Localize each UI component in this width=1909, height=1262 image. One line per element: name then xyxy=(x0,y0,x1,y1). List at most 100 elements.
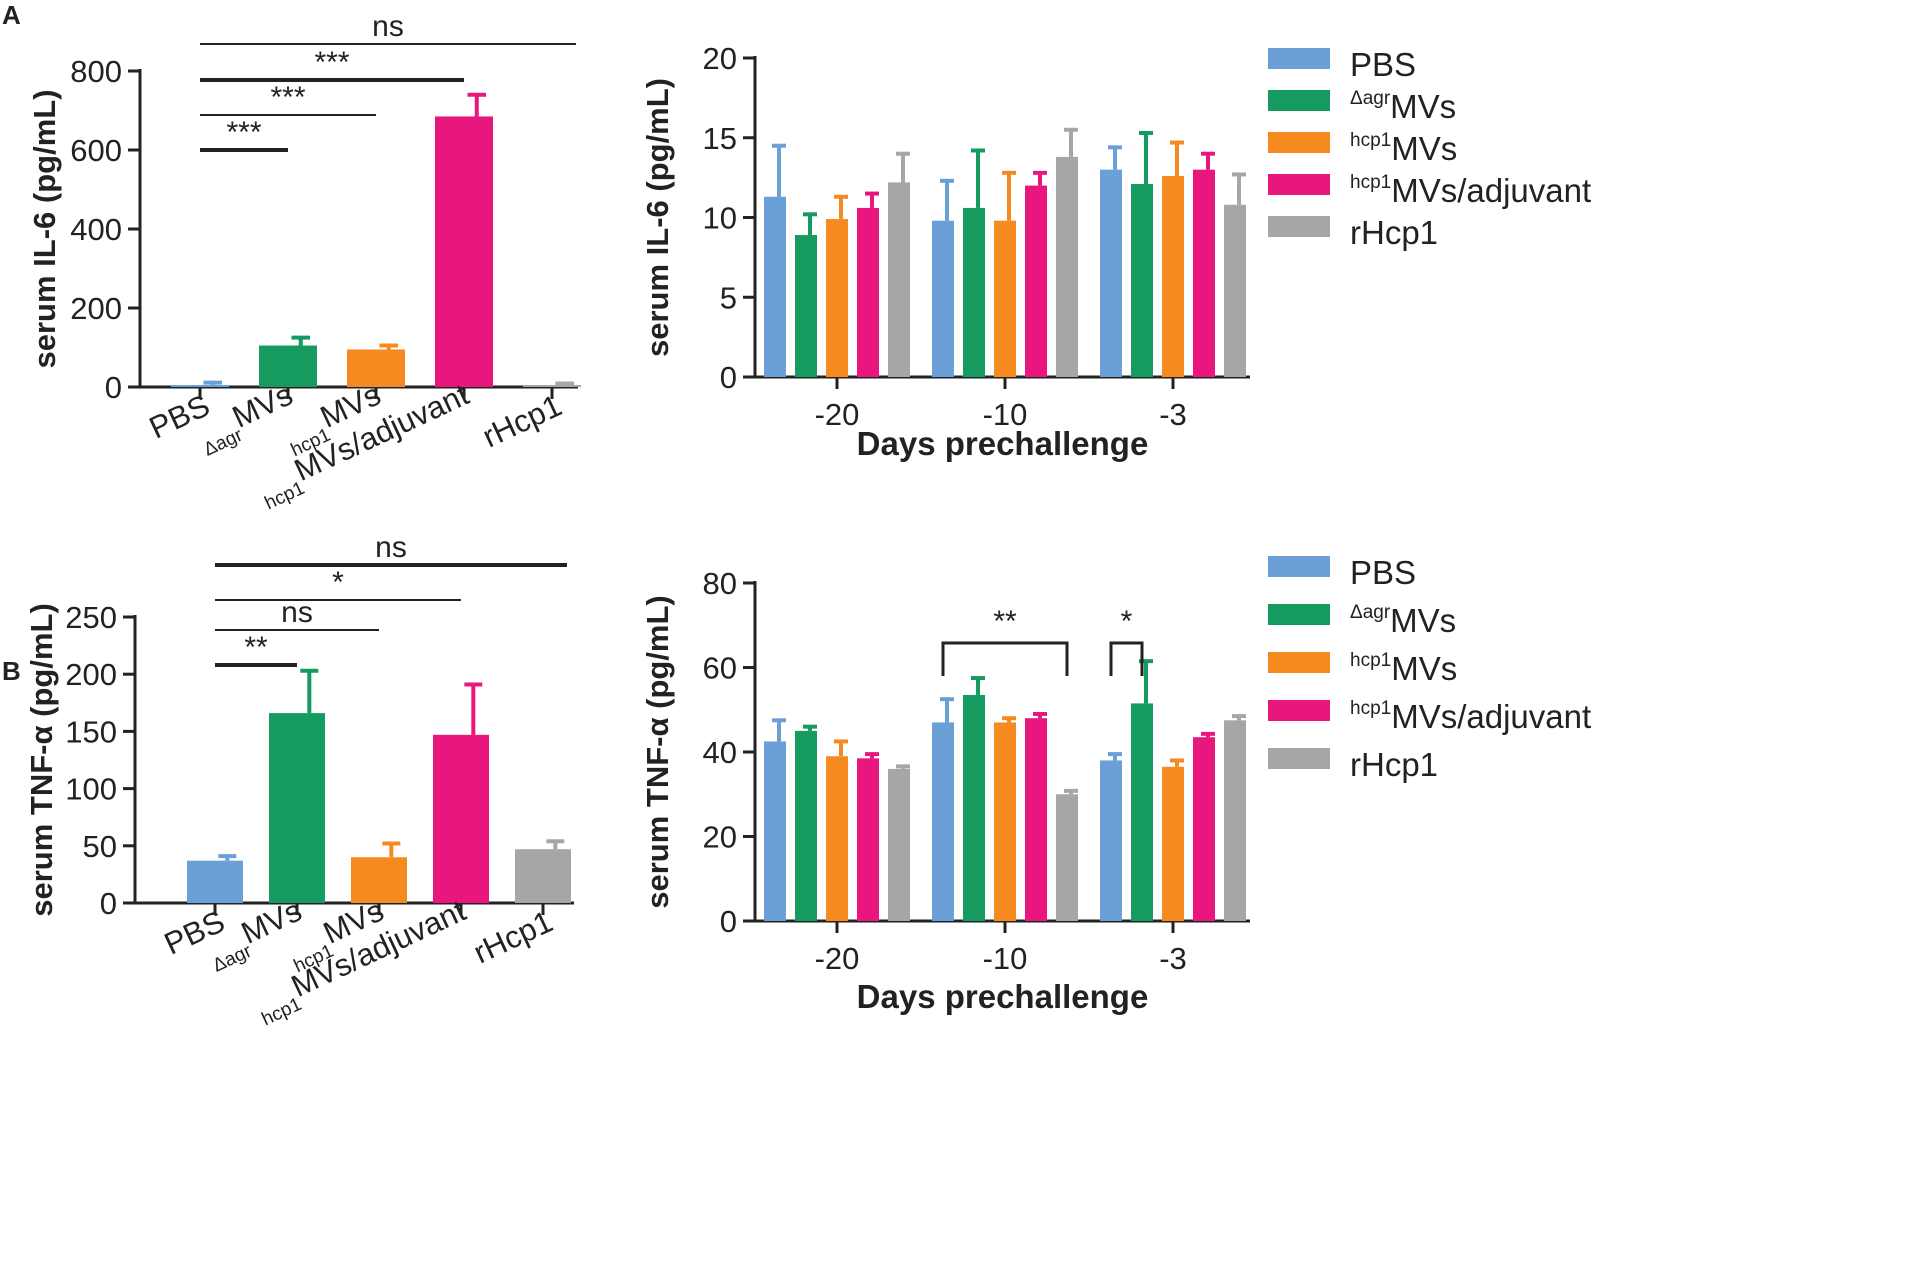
y-tick-label: 400 xyxy=(70,212,122,247)
y-tick-label: 0 xyxy=(100,886,117,921)
bar-hcp1-2 xyxy=(1162,176,1184,377)
y-axis-title: serum TNF-α (pg/mL) xyxy=(640,595,675,909)
bar-PBS xyxy=(171,385,229,387)
category-label: rHcp1 xyxy=(468,904,558,971)
legend-swatch-agr xyxy=(1268,90,1330,111)
legend-text: rHcp1 xyxy=(1350,214,1438,251)
x-tick-label: -10 xyxy=(983,397,1028,432)
bar-agr-1 xyxy=(963,694,985,921)
x-axis-title: Days prechallenge xyxy=(857,978,1149,1015)
y-axis-title: serum TNF-α (pg/mL) xyxy=(24,603,59,917)
bar-adj-2 xyxy=(1193,169,1215,377)
y-tick-label: 600 xyxy=(70,133,122,168)
bar-rHcp1-1 xyxy=(1056,794,1078,921)
y-tick-label: 0 xyxy=(105,370,122,405)
bar-adj xyxy=(435,116,493,388)
x-tick-label: -20 xyxy=(815,397,860,432)
legend-superscript: Δagr xyxy=(1350,88,1391,109)
significance-label: *** xyxy=(314,46,349,79)
y-tick-label: 60 xyxy=(703,651,737,686)
y-tick-label: 150 xyxy=(65,714,117,749)
bar-hcp1-2 xyxy=(1162,766,1184,921)
significance-label: ** xyxy=(993,605,1017,638)
legend-swatch-adj xyxy=(1268,700,1330,721)
bar-agr xyxy=(269,713,325,903)
legend-swatch-PBS xyxy=(1268,48,1330,69)
legend-swatch-rHcp1 xyxy=(1268,748,1330,769)
bar-agr-1 xyxy=(963,207,985,377)
significance-label: ns xyxy=(281,596,313,629)
y-tick-label: 5 xyxy=(720,280,737,315)
bar-hcp1-0 xyxy=(826,756,848,921)
x-tick-label: -10 xyxy=(983,941,1028,976)
y-tick-label: 100 xyxy=(65,772,117,807)
x-tick-label: -3 xyxy=(1159,941,1187,976)
bar-PBS-0 xyxy=(764,741,786,921)
legend-swatch-agr xyxy=(1268,604,1330,625)
legend-item-PBS: PBS xyxy=(1350,554,1416,591)
bar-rHcp1-1 xyxy=(1056,156,1078,377)
y-tick-label: 0 xyxy=(720,904,737,939)
bar-agr-2 xyxy=(1131,184,1153,377)
y-tick-label: 20 xyxy=(703,820,737,855)
legend-superscript: hcp1 xyxy=(1350,650,1391,671)
legend-text: MVs xyxy=(1391,650,1457,687)
y-tick-label: 0 xyxy=(720,360,737,395)
bar-hcp1 xyxy=(347,349,405,387)
legend-text: MVs/adjuvant xyxy=(1391,172,1591,209)
legend-swatch-hcp1 xyxy=(1268,132,1330,153)
legend-text: PBS xyxy=(1350,554,1416,591)
legend-text: MVs xyxy=(1391,130,1457,167)
legend-item-rHcp1: rHcp1 xyxy=(1350,746,1438,783)
bar-rHcp1-0 xyxy=(888,768,910,921)
y-tick-label: 10 xyxy=(703,201,737,236)
y-tick-label: 200 xyxy=(70,291,122,326)
bar-rHcp1-2 xyxy=(1224,720,1246,921)
legend-item-hcp1: hcp1MVs xyxy=(1350,650,1457,687)
category-label: PBS xyxy=(144,388,215,446)
legend-item-rHcp1: rHcp1 xyxy=(1350,214,1438,251)
significance-label: *** xyxy=(226,116,261,149)
significance-label: ** xyxy=(244,631,268,664)
il6-timecourse-chart: 0 5 10 15 20 serum IL-6 (pg/mL) -20 -10 -3 Days p… xyxy=(640,41,1591,462)
legend-superscript: Δagr xyxy=(1350,602,1391,623)
y-axis-title: serum IL-6 (pg/mL) xyxy=(27,89,62,368)
legend-superscript: hcp1 xyxy=(1350,698,1391,719)
bar-rHcp1-2 xyxy=(1224,204,1246,377)
bar-rHcp1 xyxy=(515,849,571,903)
legend-swatch-hcp1 xyxy=(1268,652,1330,673)
legend-item-hcp1: hcp1MVs xyxy=(1350,130,1457,167)
tnf-timecourse-chart: 0 20 40 60 80 serum TNF-α (pg/mL) -20 -10 -3 Days… xyxy=(640,554,1591,1015)
bar-PBS-0 xyxy=(764,196,786,377)
legend-text: MVs/adjuvant xyxy=(1391,698,1591,735)
bar-PBS xyxy=(187,860,243,903)
bar-agr-2 xyxy=(1131,703,1153,921)
y-tick-label: 80 xyxy=(703,566,737,601)
panel-letter-b: B xyxy=(2,656,21,686)
bar-agr-0 xyxy=(795,235,817,377)
y-tick-label: 20 xyxy=(703,41,737,76)
bar-adj-1 xyxy=(1025,185,1047,377)
significance-label: * xyxy=(1121,605,1133,638)
bar-rHcp1 xyxy=(523,385,581,387)
legend-item-adj: hcp1MVs/adjuvant xyxy=(1350,698,1591,735)
panel-letter-a: A xyxy=(2,0,21,30)
legend-text: MVs xyxy=(1390,88,1456,125)
bar-adj-0 xyxy=(857,758,879,921)
y-tick-label: 250 xyxy=(65,600,117,635)
bar-PBS-2 xyxy=(1100,760,1122,921)
bar-hcp1-1 xyxy=(994,220,1016,377)
legend-item-adj: hcp1MVs/adjuvant xyxy=(1350,172,1591,209)
bar-PBS-2 xyxy=(1100,169,1122,377)
significance-label: *** xyxy=(270,81,305,114)
legend-item-PBS: PBS xyxy=(1350,46,1416,83)
significance-label: ns xyxy=(375,531,407,564)
legend-swatch-rHcp1 xyxy=(1268,216,1330,237)
bar-agr xyxy=(259,345,317,387)
significance-label: * xyxy=(332,566,344,599)
category-text: rHcp1 xyxy=(477,388,567,455)
legend-item-agr: ΔagrMVs xyxy=(1350,88,1456,125)
legend-swatch-adj xyxy=(1268,174,1330,195)
